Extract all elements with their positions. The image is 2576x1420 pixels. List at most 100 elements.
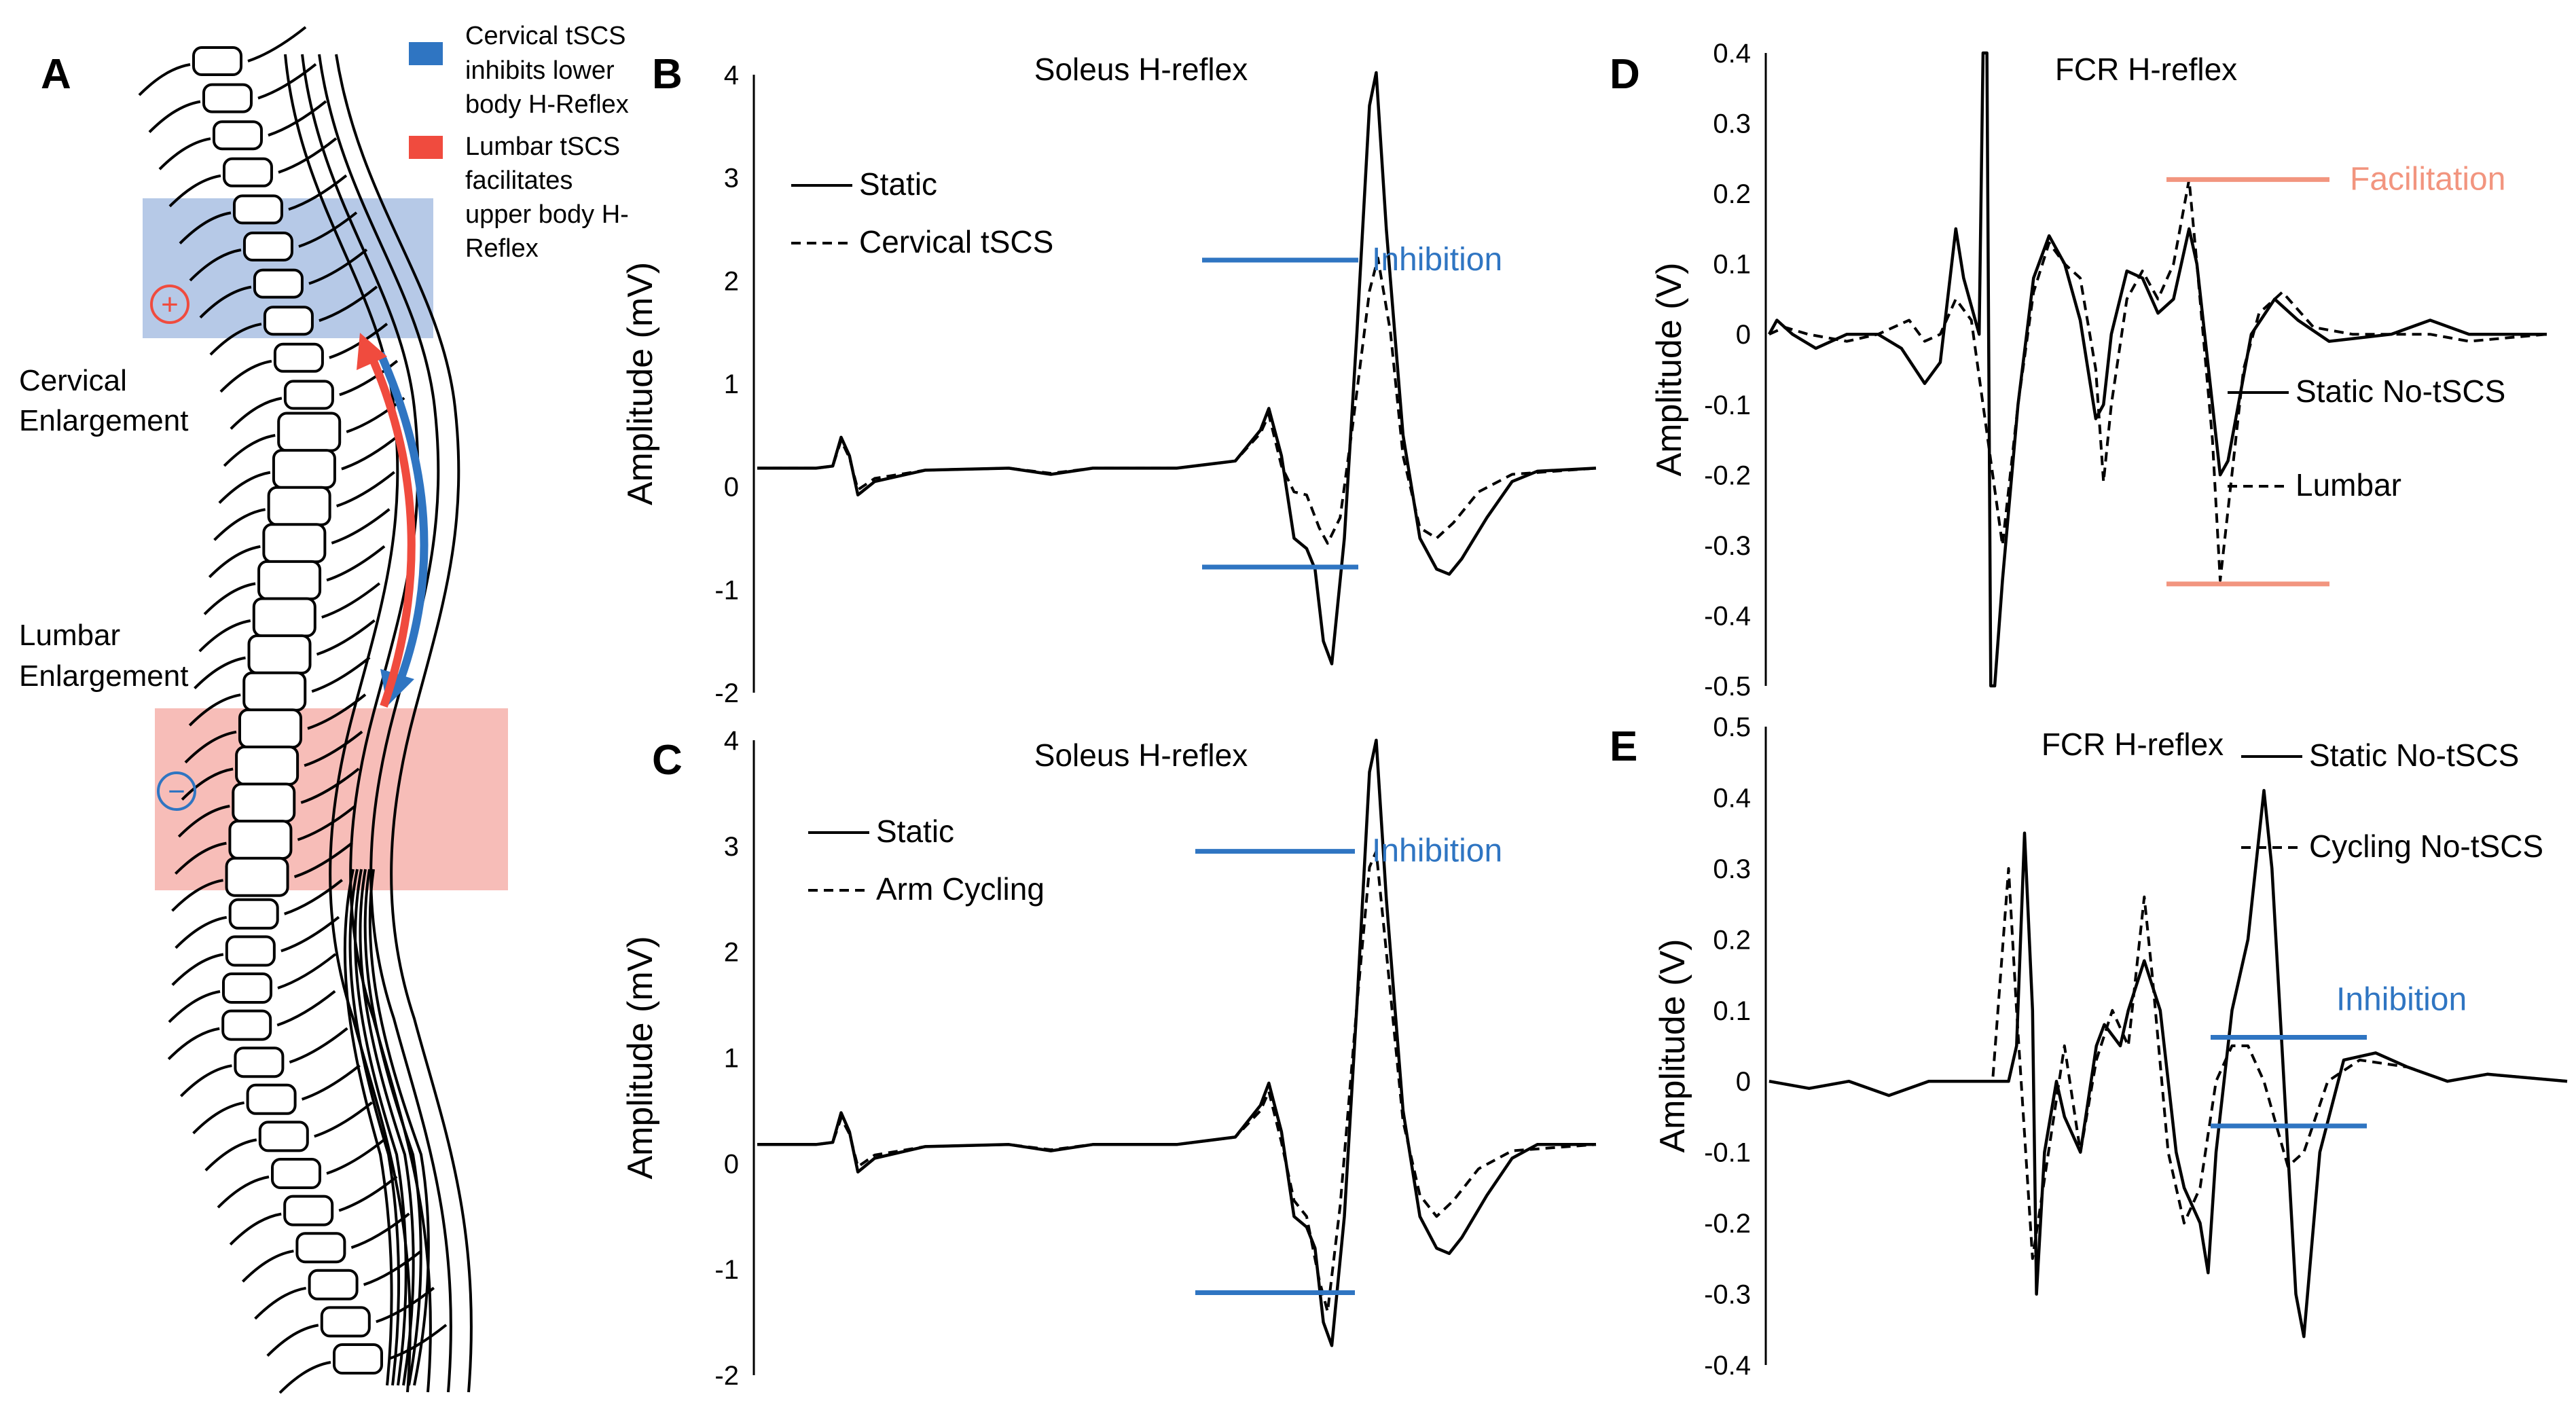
- nerve-root: [192, 1101, 244, 1135]
- lumbar-enlargement-label-line1: Lumbar: [19, 619, 120, 652]
- panel-c-y-tick-label: 2: [724, 938, 739, 968]
- vertebra: [283, 1195, 334, 1226]
- nerve-root: [247, 26, 307, 62]
- legend-lumbar-line3: upper body H-: [465, 200, 629, 229]
- nerve-root: [177, 805, 230, 838]
- vertebra: [235, 745, 300, 786]
- nerve-root: [308, 249, 368, 285]
- vertebra: [273, 342, 324, 373]
- panel-c-series-static: [757, 738, 1596, 1347]
- panel-e-series-static-no-tscs: [1768, 788, 2568, 1339]
- nerve-root: [307, 693, 367, 730]
- legend-cervical-line1: Cervical tSCS: [465, 22, 626, 50]
- panel-a-letter: A: [41, 51, 71, 98]
- panel-a: A + − Cervical Enlargement Lumbar Enlarg…: [19, 22, 629, 1394]
- minus-symbol: −: [168, 775, 185, 808]
- nerve-root: [158, 137, 211, 170]
- nerve-root: [188, 693, 241, 727]
- vertebra: [247, 634, 312, 675]
- legend-cervical-line3: body H-Reflex: [465, 90, 629, 119]
- nerve-root: [174, 841, 227, 875]
- panel-d-legend-label: Static No-tSCS: [2296, 374, 2505, 409]
- panel-b-legend-label: Static: [859, 166, 937, 202]
- panel-e-y-tick-label: 0: [1736, 1067, 1751, 1097]
- nerve-root: [304, 730, 363, 767]
- nerve-root: [257, 63, 317, 100]
- nerve-root: [213, 508, 266, 541]
- vertebra: [320, 1306, 371, 1338]
- plus-symbol: +: [161, 288, 179, 321]
- vertebra: [232, 782, 296, 823]
- nerve-root: [198, 619, 251, 653]
- vertebra: [234, 1046, 285, 1078]
- panel-d-reference-label: Facilitation: [2350, 161, 2505, 197]
- vertebra: [212, 120, 263, 151]
- panel-c-series-arm-cycling: [757, 850, 1597, 1313]
- vertebra: [192, 46, 242, 76]
- panel-c-y-tick-label: 0: [724, 1149, 739, 1179]
- vertebra: [222, 157, 273, 187]
- cauda-equina-strand: [353, 869, 407, 1386]
- panel-d-letter: D: [1610, 51, 1640, 98]
- panel-c-chart: C Soleus H-reflex -2 -1 0 1 2 3 4 Amplitude (mV) I…: [621, 726, 1597, 1391]
- vertebra: [283, 380, 334, 410]
- panel-d-y-tick-label: 0: [1736, 320, 1751, 350]
- panel-e-y-tick-label: 0.2: [1713, 925, 1751, 955]
- panel-c-y-tick-label: 3: [724, 832, 739, 862]
- panel-e-y-tick-label: 0.3: [1713, 854, 1751, 884]
- nerve-root: [289, 1027, 348, 1064]
- cauda-equina-strand: [368, 869, 430, 1386]
- panel-b-y-axis-label: Amplitude (mV): [621, 262, 660, 505]
- vertebra: [246, 1083, 297, 1115]
- vertebra: [228, 820, 293, 860]
- nerve-root: [277, 953, 337, 989]
- nerve-root: [311, 656, 371, 693]
- nerve-root: [179, 1064, 232, 1097]
- vertebra: [225, 935, 276, 967]
- nerve-root: [209, 323, 262, 356]
- spinal-cord-line: [318, 54, 452, 1393]
- legend-lumbar-line4: Reflex: [465, 234, 539, 263]
- nerve-root: [217, 1176, 270, 1209]
- nerve-root: [167, 1027, 220, 1061]
- panel-d-y-tick-label: -0.5: [1704, 672, 1751, 702]
- plus-marker: +: [150, 285, 189, 324]
- nerve-root: [230, 397, 283, 430]
- lumbar-tscs-arrow-shaft: [366, 351, 416, 708]
- nerve-root: [326, 545, 386, 582]
- cauda-equina-strand: [363, 869, 422, 1386]
- panel-e-title: FCR H-reflex: [2042, 727, 2224, 762]
- vertebra: [333, 1343, 383, 1375]
- vertebra: [277, 412, 342, 452]
- nerve-root: [316, 619, 376, 656]
- panel-c-y-tick-label: 4: [724, 726, 739, 756]
- vertebra: [242, 232, 293, 261]
- nerve-root: [284, 879, 343, 915]
- nerve-root: [293, 841, 353, 879]
- nerve-root: [278, 1361, 331, 1394]
- panel-b-letter: B: [652, 51, 683, 98]
- vertebra: [271, 1158, 321, 1189]
- panel-d-chart: D FCR H-reflex -0.5 -0.4 -0.3 -0.2 -0.1 0 0.1 0.2…: [1610, 39, 2547, 702]
- panel-c-y-axis-label: Amplitude (mV): [621, 936, 660, 1179]
- vertebra: [232, 194, 283, 225]
- panel-b-y-tick-label: 4: [724, 60, 739, 90]
- panel-b-legend-label: Cervical tSCS: [859, 224, 1053, 259]
- minus-marker: −: [157, 771, 196, 811]
- nerve-root: [363, 1250, 422, 1286]
- panel-e-y-tick-label: 0.5: [1713, 712, 1751, 742]
- legend-cervical-line2: inhibits lower: [465, 56, 615, 85]
- nerve-root: [319, 285, 378, 323]
- nerve-root: [341, 434, 401, 471]
- panel-d-y-tick-label: 0.4: [1713, 39, 1751, 69]
- panel-c-y-tick-label: 1: [724, 1044, 739, 1074]
- nerve-root: [219, 359, 272, 393]
- nerve-root: [241, 1250, 294, 1283]
- legend-swatch-cervical: [409, 42, 443, 65]
- vertebra: [242, 671, 307, 712]
- vertebra: [295, 1232, 346, 1264]
- panel-e-y-tick-label: 0.1: [1713, 996, 1751, 1026]
- nerve-root: [376, 1286, 435, 1324]
- panel-e-legend-label: Cycling No-tSCS: [2309, 829, 2543, 864]
- nerve-root: [266, 1324, 319, 1357]
